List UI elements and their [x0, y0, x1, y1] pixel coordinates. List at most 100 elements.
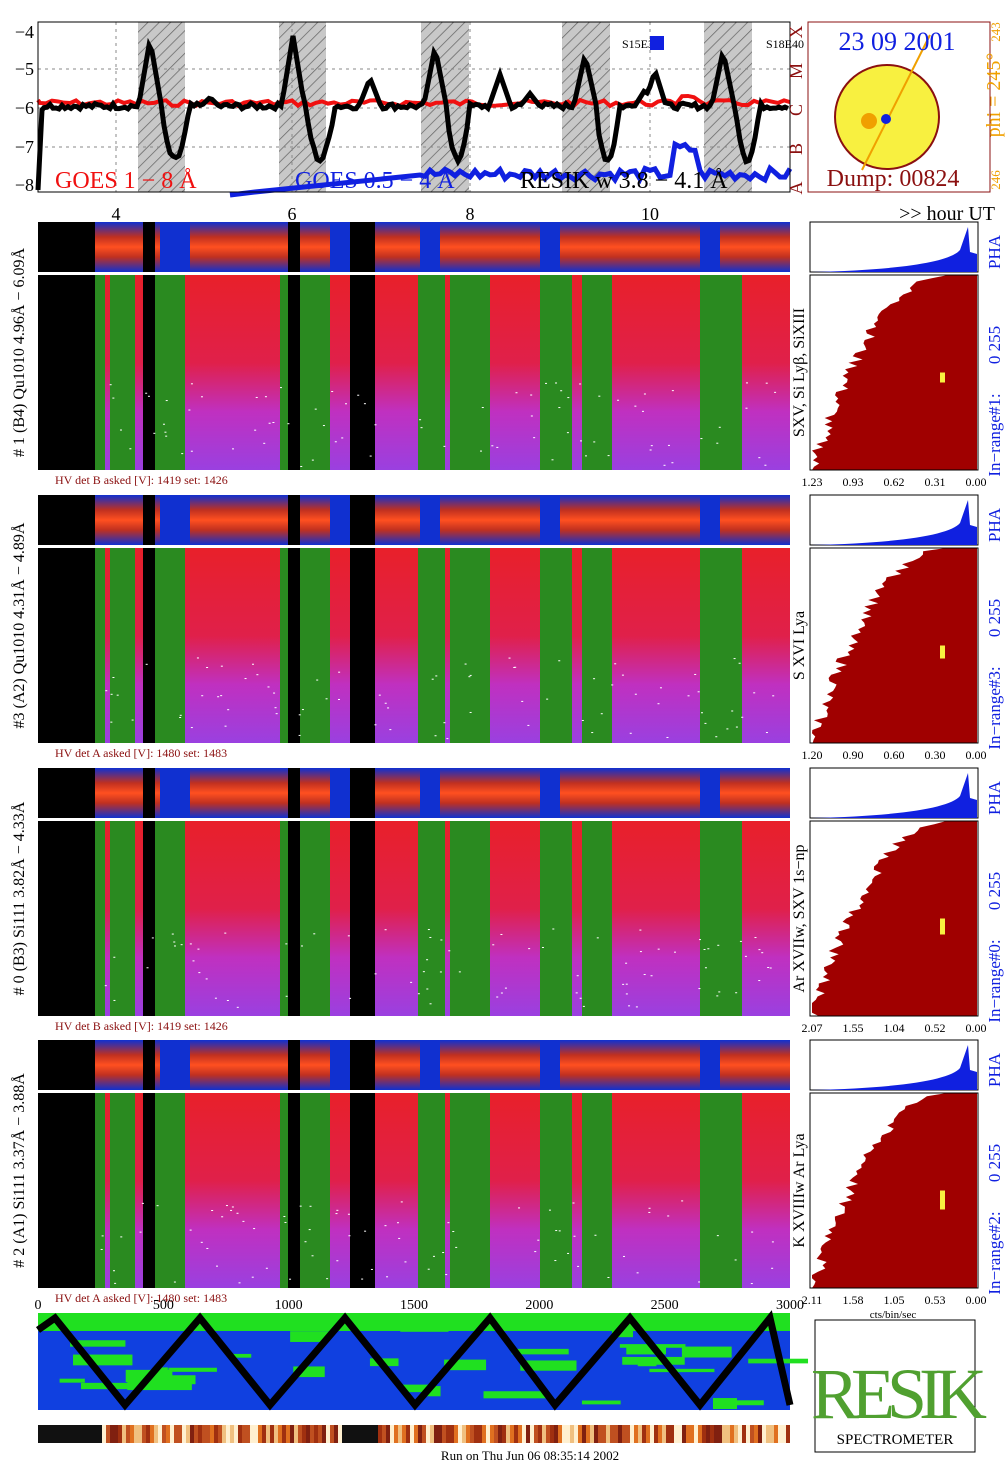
hist-tick: 0.52: [925, 1021, 946, 1035]
speckle: [181, 453, 184, 455]
speckle: [584, 455, 587, 457]
color-strip: [642, 1425, 646, 1443]
speckle: [579, 383, 582, 385]
color-strip: [450, 1425, 454, 1443]
hist-frame: [809, 1092, 979, 1289]
line-label: Ar XVIIw, SXV 1s−np: [791, 844, 808, 992]
color-strip: [418, 1425, 422, 1443]
speckle: [146, 967, 149, 969]
color-strip: [354, 1425, 358, 1443]
hist-frame: [809, 274, 979, 471]
black-band: [288, 222, 300, 272]
time-unit: >> hour UT: [899, 203, 995, 225]
color-strip: [106, 1425, 110, 1443]
speckle: [272, 422, 275, 424]
speckle: [190, 727, 193, 729]
speckle: [398, 1237, 401, 1239]
speckle: [617, 399, 620, 401]
hist-tick: 0.60: [884, 748, 905, 762]
green-band: [540, 548, 572, 743]
x-tick-label: 10: [641, 204, 659, 224]
color-strip: [326, 1425, 330, 1443]
color-strip: [346, 1425, 350, 1443]
color-strip: [150, 1425, 154, 1443]
speckle: [298, 714, 301, 716]
color-strip: [570, 1425, 574, 1443]
speckle: [400, 1201, 403, 1203]
region-label: S18E40: [766, 37, 804, 51]
black-band: [38, 275, 95, 470]
color-strip: [38, 1425, 42, 1443]
color-strip: [650, 1425, 654, 1443]
green-band: [450, 821, 490, 1016]
green-band: [95, 548, 105, 743]
orange-dot: [861, 113, 877, 129]
speckle: [189, 943, 192, 945]
color-strip: [602, 1425, 606, 1443]
black-band: [288, 768, 300, 818]
speckle: [663, 464, 666, 466]
green-patch: [400, 1384, 436, 1393]
color-strip: [314, 1425, 318, 1443]
speckle: [426, 959, 429, 961]
green-band: [582, 821, 612, 1016]
speckle: [440, 939, 443, 941]
phi-max: 246: [988, 170, 1003, 190]
speckle: [560, 390, 563, 392]
green-band: [700, 548, 742, 743]
color-strip: [142, 1425, 146, 1443]
range-label: In−range#1:: [985, 393, 1004, 476]
speckle: [447, 1222, 450, 1224]
strip-band: [700, 222, 720, 272]
strip-band: [420, 495, 440, 545]
color-strip: [214, 1425, 218, 1443]
speckle: [221, 1216, 224, 1218]
speckle: [231, 1206, 234, 1208]
speckle: [537, 1239, 540, 1241]
color-strip: [606, 1425, 610, 1443]
histogram: [812, 548, 977, 743]
pha-label: PHA: [985, 234, 1004, 269]
green-patch: [155, 1367, 168, 1376]
speckle: [443, 722, 446, 724]
flare-class: X: [786, 26, 806, 39]
hv-label: HV det A asked [V]: 1480 set: 1483: [55, 1291, 227, 1305]
speckle: [419, 419, 422, 421]
speckle: [348, 1235, 351, 1237]
color-strip: [578, 1425, 582, 1443]
strip-band: [160, 768, 190, 818]
speckle: [116, 694, 119, 696]
color-strip: [110, 1425, 114, 1443]
speckle: [114, 1282, 117, 1284]
speckle: [109, 384, 112, 386]
color-strip: [130, 1425, 134, 1443]
color-strip: [122, 1425, 126, 1443]
flare-class: C: [786, 104, 806, 116]
pha: [812, 1045, 977, 1090]
speckle: [429, 1003, 432, 1005]
speckle: [284, 1221, 287, 1223]
color-strip: [494, 1425, 498, 1443]
color-strip: [618, 1425, 622, 1443]
green-patch: [730, 1400, 764, 1406]
color-strip: [330, 1425, 334, 1443]
color-strip: [774, 1425, 778, 1443]
color-strip: [374, 1425, 378, 1443]
speckle: [567, 1252, 570, 1254]
color-strip: [734, 1425, 738, 1443]
speckle: [734, 1259, 737, 1261]
color-strip: [126, 1425, 130, 1443]
color-strip: [310, 1425, 314, 1443]
color-strip: [286, 1425, 290, 1443]
goes-short: [229, 140, 793, 198]
green-band: [95, 275, 105, 470]
green-band: [418, 821, 445, 1016]
green-patch: [626, 1345, 666, 1355]
color-strip: [718, 1425, 722, 1443]
speckle: [112, 1270, 115, 1272]
color-strip: [402, 1425, 406, 1443]
speckle: [701, 712, 704, 714]
speckle: [217, 696, 220, 698]
color-strip: [550, 1425, 554, 1443]
speckle: [566, 432, 569, 434]
